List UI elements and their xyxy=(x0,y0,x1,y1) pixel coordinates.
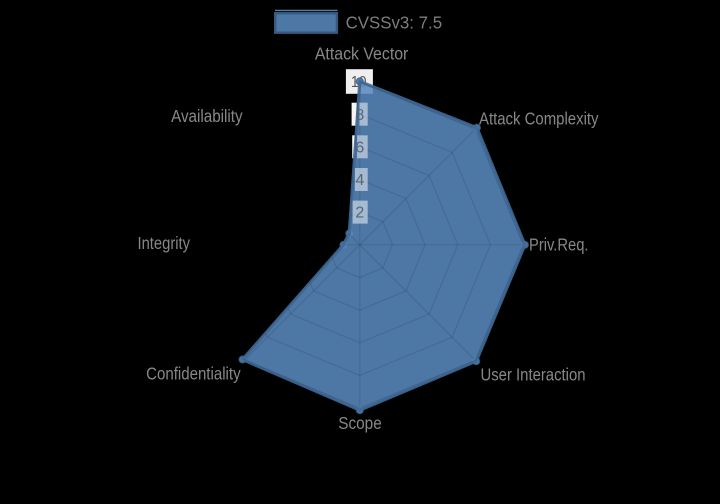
svg-text:Integrity: Integrity xyxy=(138,233,191,253)
svg-text:Attack Vector: Attack Vector xyxy=(315,44,409,64)
svg-text:User Interaction: User Interaction xyxy=(481,364,586,384)
svg-text:4: 4 xyxy=(355,172,364,189)
svg-text:Priv.Req.: Priv.Req. xyxy=(529,234,589,254)
svg-text:Scope: Scope xyxy=(338,413,382,433)
svg-text:8: 8 xyxy=(355,107,364,124)
svg-text:CVSSv3: 7.5: CVSSv3: 7.5 xyxy=(346,13,443,33)
svg-text:2: 2 xyxy=(355,205,364,222)
svg-text:Confidentiality: Confidentiality xyxy=(146,363,241,383)
svg-text:Availability: Availability xyxy=(171,106,243,126)
svg-text:Attack Complexity: Attack Complexity xyxy=(479,108,599,128)
svg-text:6: 6 xyxy=(355,139,364,156)
